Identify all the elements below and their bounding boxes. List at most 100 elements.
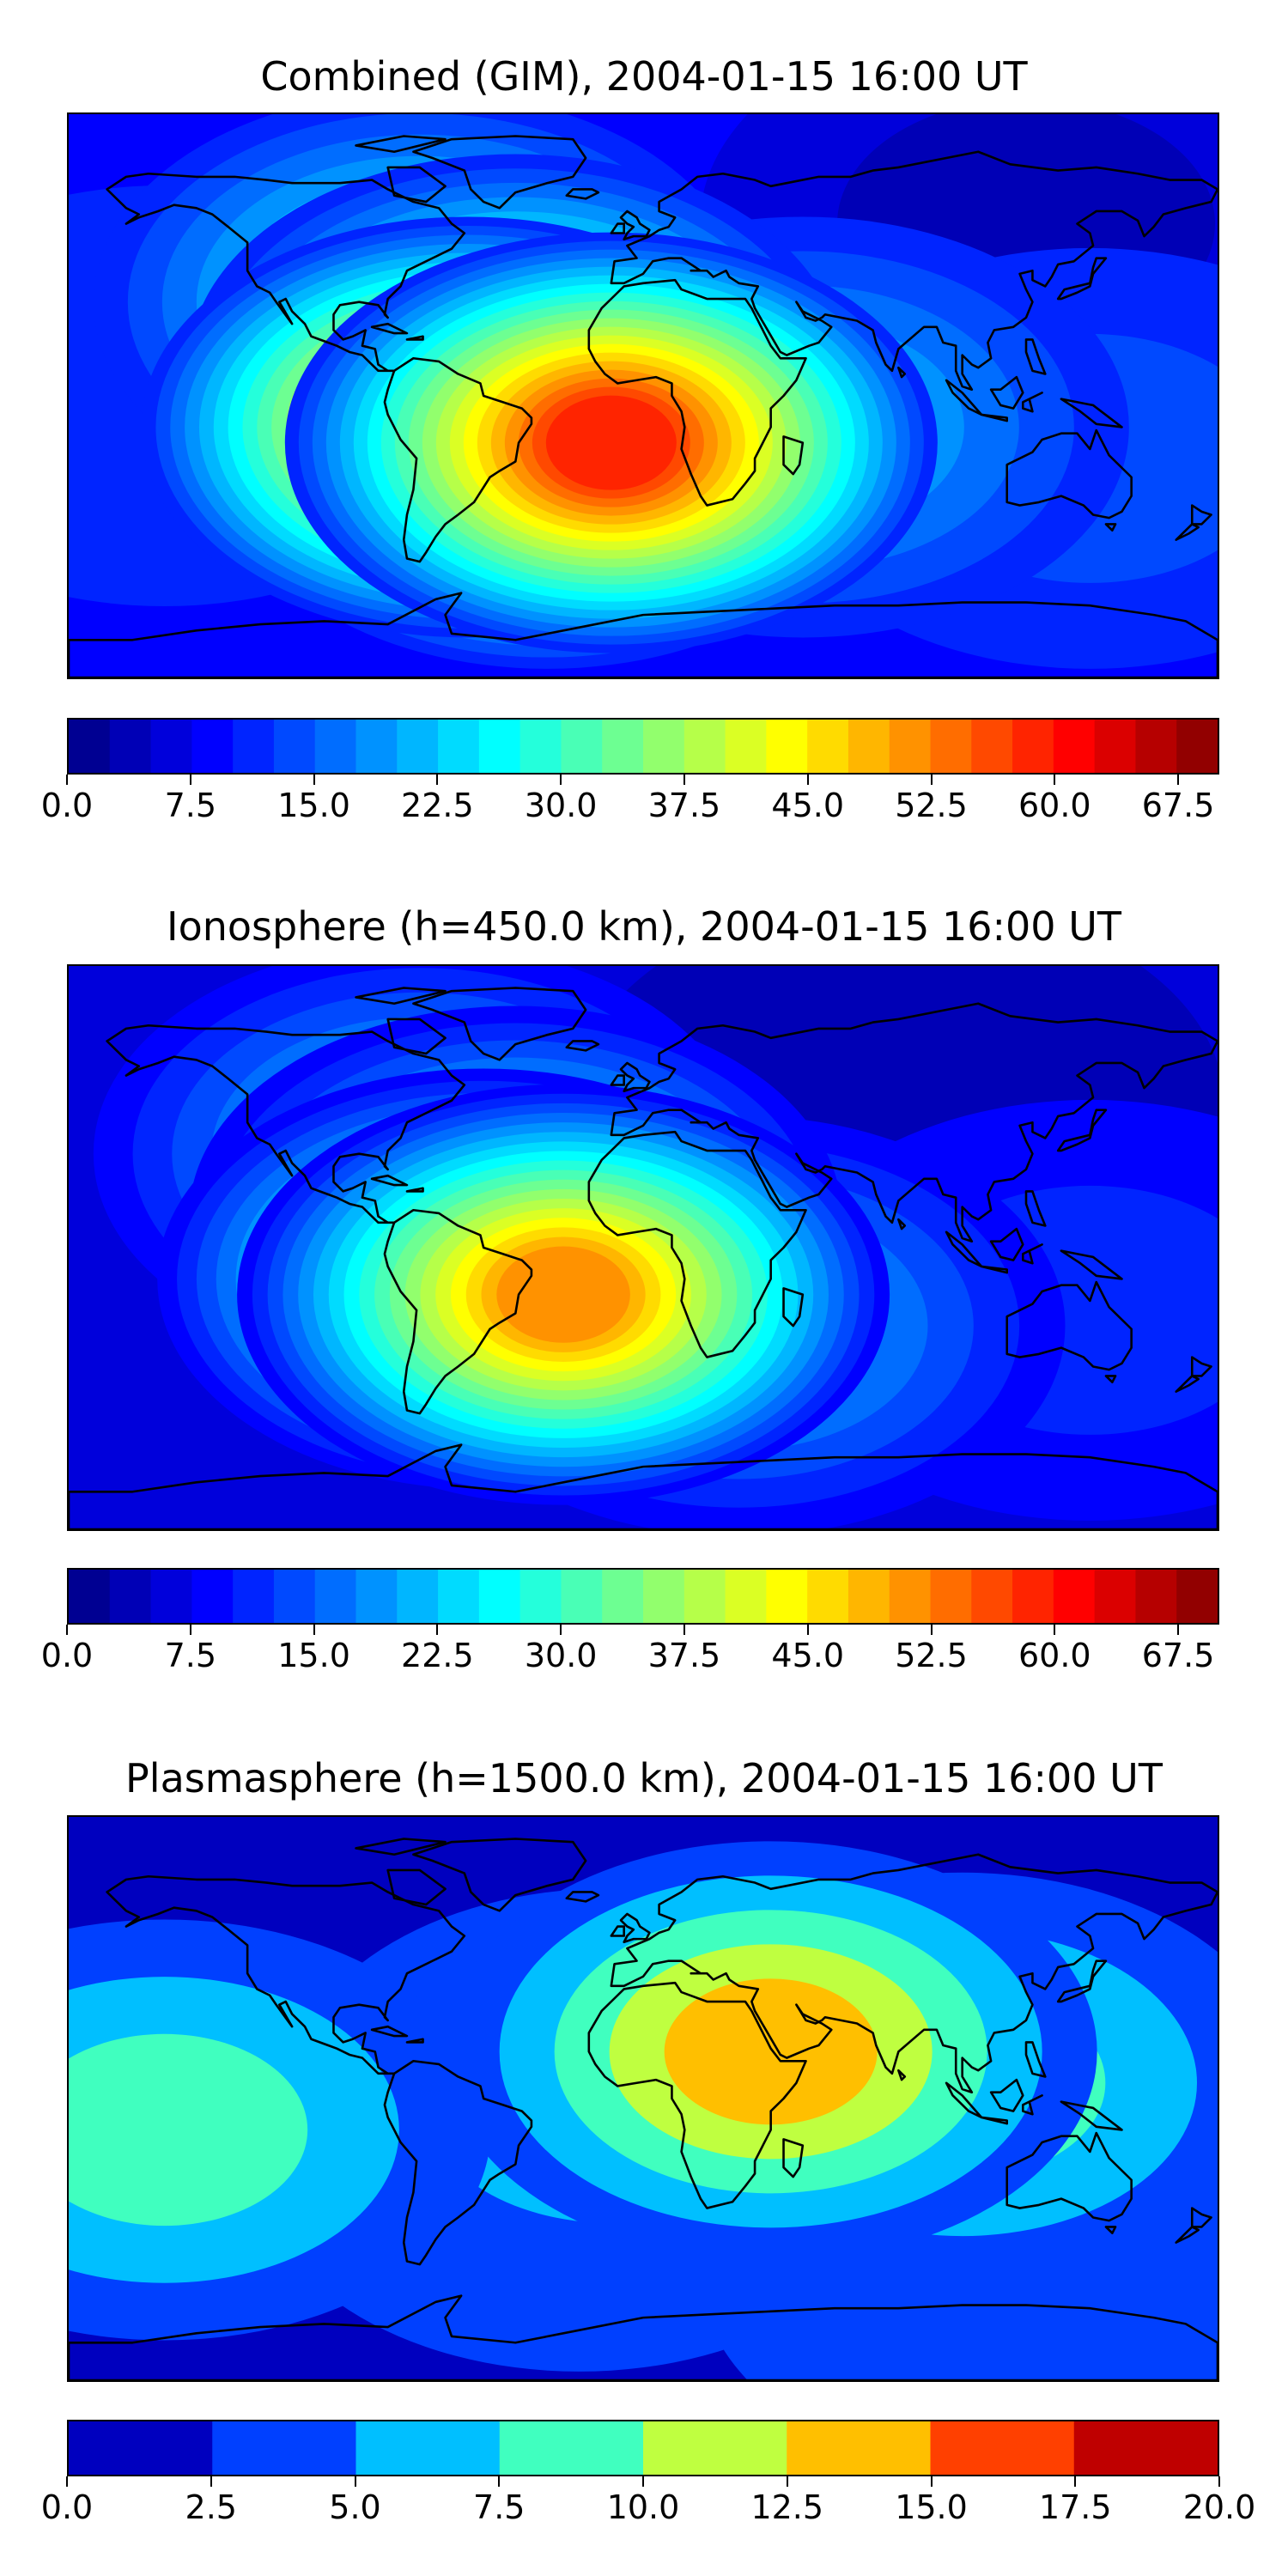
map-plasmasphere	[67, 1815, 1219, 2382]
colorbar-segment	[807, 720, 849, 773]
coastline	[1005, 2131, 1133, 2222]
coastline	[610, 1074, 626, 1086]
colorbar-segment	[848, 720, 890, 773]
coastlines	[69, 1838, 1218, 2380]
colorbar-segment	[889, 720, 932, 773]
coastline	[1024, 2041, 1047, 2078]
colorbar-tick-label: 7.5	[164, 1637, 216, 1674]
colorbar-segment	[1135, 720, 1177, 773]
colorbar-tick-label: 7.5	[473, 2488, 526, 2526]
colorbar-tick	[1177, 775, 1180, 785]
contour-level	[664, 1978, 878, 2125]
coastline	[1104, 1375, 1117, 1384]
colorbar-segment	[683, 1570, 726, 1623]
colorbar-segment	[602, 720, 644, 773]
colorbar-tick	[930, 1625, 933, 1635]
coastline	[619, 1912, 651, 1944]
colorbar-tick	[806, 1625, 809, 1635]
coastline	[1021, 1243, 1043, 1265]
colorbar-tick-label: 0.0	[40, 2488, 94, 2526]
coastline	[1021, 392, 1043, 413]
coastline	[619, 210, 651, 241]
colorbar-tick	[1177, 1625, 1180, 1635]
colorbar-tick-label: 45.0	[771, 1637, 845, 1674]
colorbar-segment	[1176, 720, 1218, 773]
colorbar-segment	[273, 1570, 316, 1623]
coastline	[565, 188, 600, 200]
colorbar-ticks: 0.0 7.5 15.0 22.5 30.0 37.5 45.0 52.5 60.0 67.5	[41, 1625, 1219, 1676]
colorbar-tick	[313, 775, 315, 785]
coastline	[1005, 428, 1133, 519]
colorbar-tick	[1054, 775, 1056, 785]
coastline	[980, 413, 1008, 422]
colorbar-tick-label: 15.0	[277, 1637, 350, 1674]
colorbar-segment	[438, 1570, 480, 1623]
coastline	[405, 2038, 424, 2044]
colorbar-ionosphere	[67, 1568, 1219, 1625]
coastline	[565, 1040, 600, 1052]
map-canvas	[69, 966, 1218, 1529]
colorbar-tick-label: 60.0	[1018, 1637, 1091, 1674]
coastline	[897, 2069, 907, 2081]
colorbar-segment	[150, 720, 192, 773]
map-combined	[67, 112, 1219, 679]
colorbar-tick-label: 15.0	[895, 2488, 968, 2526]
coastlines	[69, 987, 1218, 1529]
coastline	[1190, 504, 1212, 526]
colorbar-segment	[519, 720, 562, 773]
coastline	[1190, 2207, 1212, 2228]
contour-level	[496, 1246, 630, 1343]
colorbar-tick-label: 0.0	[40, 1637, 94, 1674]
colorbar-tick	[66, 1625, 68, 1635]
colorbar-tick	[313, 1625, 315, 1635]
coastline	[945, 2081, 983, 2119]
colorbar-segment	[233, 720, 275, 773]
coastline	[980, 2116, 1008, 2125]
colorbar-segment	[1135, 1570, 1177, 1623]
colorbar-tick	[1218, 2476, 1220, 2487]
coastline	[782, 2138, 805, 2178]
colorbar-segment	[561, 1570, 603, 1623]
coastline	[619, 1061, 651, 1093]
contour-fields	[69, 1841, 1218, 2380]
coastline	[386, 166, 447, 204]
colorbar-tick	[930, 2476, 933, 2487]
colorbar-tick-label: 12.5	[750, 2488, 824, 2526]
colorbar-tick-label: 2.5	[185, 2488, 237, 2526]
colorbar-tick-label: 37.5	[647, 787, 721, 824]
colorbar-segment	[314, 720, 357, 773]
coastline	[782, 435, 805, 476]
coastline	[587, 278, 807, 507]
colorbar-segment	[355, 1570, 398, 1623]
coastline	[610, 222, 626, 234]
colorbar-segment	[314, 1570, 357, 1623]
colorbar-tick-label: 22.5	[401, 1637, 474, 1674]
coastline	[1190, 1356, 1212, 1377]
chart-title: Ionosphere (h=450.0 km), 2004-01-15 16:0…	[167, 903, 1121, 950]
coastline	[386, 1868, 447, 1906]
colorbar-segment	[725, 1570, 767, 1623]
colorbar-segment	[273, 720, 316, 773]
colorbar-segment	[109, 1570, 152, 1623]
colorbar-tick	[806, 775, 809, 785]
colorbar-tick	[642, 2476, 644, 2487]
coastline	[1056, 257, 1108, 301]
colorbar-segment	[1012, 720, 1054, 773]
colorbar-segment	[1176, 1570, 1218, 1623]
colorbar-plasmasphere	[67, 2420, 1219, 2476]
colorbar-segment	[1094, 720, 1137, 773]
coastline	[989, 375, 1024, 410]
colorbar-tick	[786, 2476, 788, 2487]
colorbar-tick	[436, 775, 439, 785]
coastline	[945, 379, 983, 416]
coastline	[386, 1018, 447, 1055]
colorbar-segment	[355, 2421, 501, 2475]
map-canvas	[69, 114, 1218, 677]
colorbar-segment	[69, 720, 111, 773]
colorbar-segment	[1053, 720, 1096, 773]
coastline	[610, 150, 1218, 392]
colorbar-tick	[66, 775, 68, 785]
colorbar-segment	[930, 1570, 972, 1623]
colorbar-tick-label: 5.0	[329, 2488, 381, 2526]
colorbar-tick-label: 20.0	[1182, 2488, 1256, 2526]
